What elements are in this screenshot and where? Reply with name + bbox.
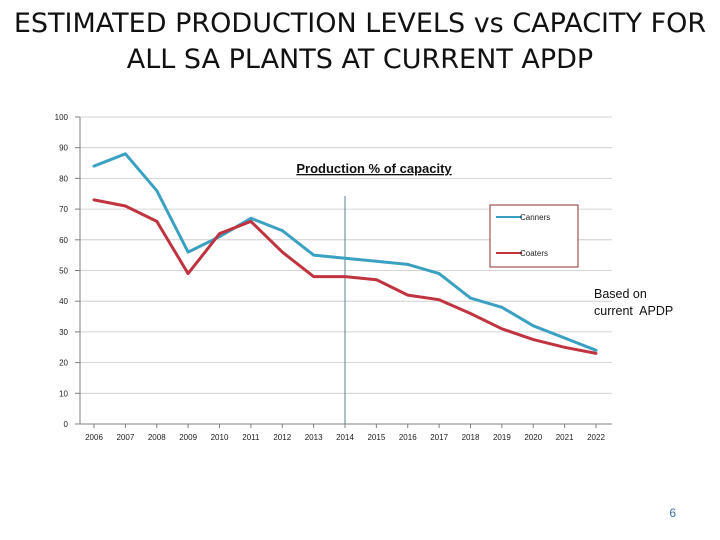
data-point-canners-2008 (155, 189, 158, 192)
data-point-canners-2019 (500, 306, 504, 309)
data-point-coaters-2016 (406, 293, 409, 297)
data-point-canners-2012 (281, 229, 284, 232)
x-tick-label: 2006 (85, 433, 103, 442)
data-point-coaters-2021 (563, 346, 566, 349)
axes (79, 117, 612, 425)
data-point-coaters-2022 (594, 352, 598, 355)
data-point-canners-2011 (249, 217, 253, 220)
legend: Canners Coaters (489, 204, 579, 268)
data-point-coaters-2020 (532, 338, 535, 341)
legend-label-coaters: Coaters (520, 249, 548, 258)
annotation-line-2: current APDP (594, 304, 673, 318)
data-point-coaters-2007 (124, 204, 127, 208)
data-point-canners-2006 (92, 164, 96, 168)
data-point-canners-2009 (186, 250, 190, 254)
x-tick-label: 2012 (273, 433, 291, 442)
x-tick-label: 2010 (211, 433, 229, 442)
series-lines (92, 152, 598, 355)
data-point-coaters-2010 (218, 232, 221, 235)
x-tick-label: 2009 (179, 433, 197, 442)
x-tick-label: 2020 (524, 433, 542, 442)
x-tick-label: 2022 (587, 433, 605, 442)
x-tick-label: 2018 (462, 433, 480, 442)
y-tick-label: 10 (59, 389, 68, 398)
data-point-coaters-2018 (469, 312, 472, 315)
data-point-coaters-2008 (155, 220, 158, 223)
chart-title: Production % of capacity (296, 161, 452, 176)
data-point-coaters-2014 (343, 275, 347, 278)
x-axis-tick-labels: 2006 2007 2008 2009 2010 2011 2012 2013 2014 2015… (85, 424, 605, 442)
data-point-coaters-2017 (437, 298, 441, 301)
legend-box (489, 204, 579, 268)
slide-title-line-2: ALL SA PLANTS AT CURRENT APDP (126, 44, 594, 75)
data-point-coaters-2015 (375, 278, 378, 281)
y-tick-label: 50 (59, 267, 68, 276)
slide-title-line-1: ESTIMATED PRODUCTION LEVELS vs CAPACITY … (13, 8, 707, 39)
x-tick-label: 2007 (116, 433, 134, 442)
data-point-coaters-2009 (186, 272, 190, 275)
y-tick-label: 30 (59, 328, 68, 337)
data-point-coaters-2012 (281, 250, 284, 254)
data-point-coaters-2011 (249, 220, 253, 223)
x-tick-label: 2014 (336, 433, 354, 442)
data-point-canners-2013 (312, 253, 315, 257)
data-point-canners-2014 (343, 257, 347, 260)
data-point-canners-2020 (532, 324, 535, 327)
data-point-canners-2015 (375, 260, 378, 263)
x-tick-label: 2017 (430, 433, 448, 442)
annotation-line-1: Based on (594, 287, 647, 301)
y-tick-label: 100 (55, 113, 69, 122)
y-tick-label: 70 (59, 205, 68, 214)
data-point-coaters-2013 (312, 275, 315, 278)
x-tick-label: 2019 (493, 433, 511, 442)
y-tick-label: 0 (64, 420, 69, 429)
x-tick-label: 2015 (367, 433, 385, 442)
x-tick-label: 2016 (399, 433, 417, 442)
data-point-canners-2016 (406, 263, 409, 266)
data-point-coaters-2019 (500, 327, 504, 331)
y-tick-label: 40 (59, 297, 68, 306)
page-number: 6 (669, 506, 676, 520)
y-tick-label: 60 (59, 236, 68, 245)
data-point-canners-2007 (124, 152, 127, 156)
x-tick-label: 2013 (305, 433, 323, 442)
legend-label-canners: Canners (520, 213, 550, 222)
y-tick-label: 20 (59, 359, 68, 368)
data-point-canners-2018 (469, 296, 472, 300)
data-point-canners-2022 (594, 349, 598, 352)
x-tick-label: 2011 (242, 433, 260, 442)
y-tick-label: 80 (59, 174, 68, 183)
y-tick-label: 90 (59, 144, 68, 153)
gridlines (75, 116, 612, 425)
data-point-coaters-2006 (92, 198, 96, 202)
y-axis-tick-labels: 0 10 20 30 40 50 60 70 80 90 100 (55, 113, 69, 429)
x-tick-label: 2021 (556, 433, 574, 442)
slide-title: ESTIMATED PRODUCTION LEVELS vs CAPACITY … (0, 6, 720, 78)
x-tick-label: 2008 (148, 433, 166, 442)
data-point-canners-2017 (437, 272, 441, 275)
data-point-canners-2021 (563, 336, 566, 340)
